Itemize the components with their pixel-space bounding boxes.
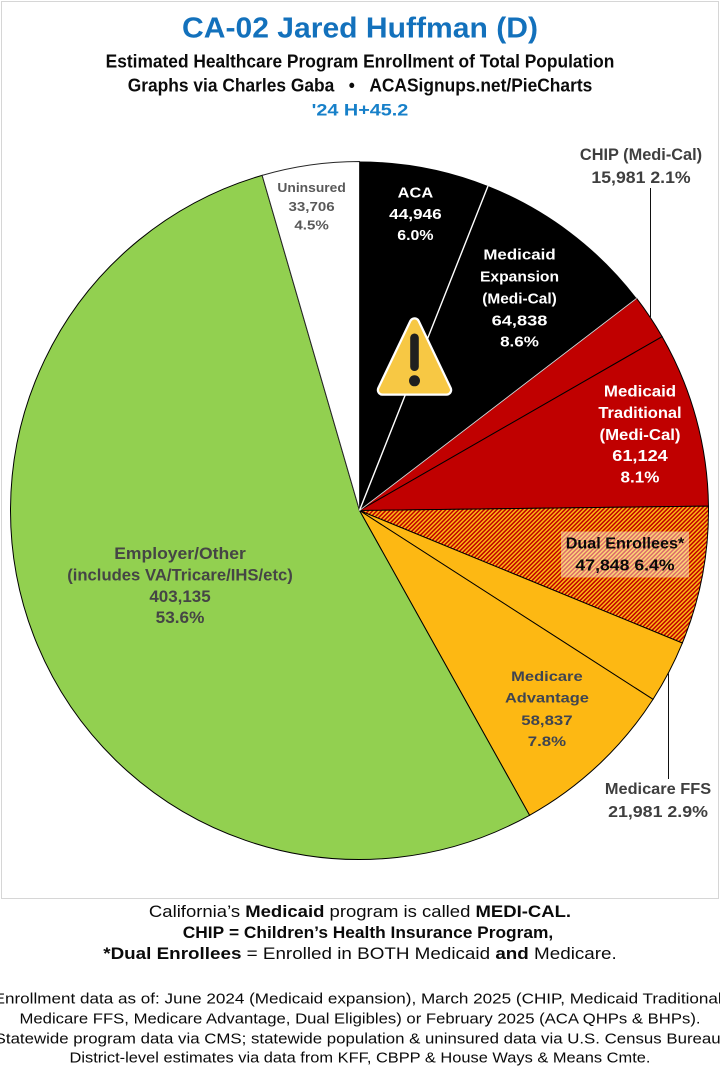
svg-text:33,706: 33,706 — [288, 199, 334, 213]
svg-text:64,838: 64,838 — [492, 312, 548, 329]
svg-text:44,946: 44,946 — [389, 207, 442, 222]
svg-text:Medicaid: Medicaid — [483, 246, 555, 263]
svg-text:(Medi-Cal): (Medi-Cal) — [482, 290, 557, 307]
svg-text:21,981 2.9%: 21,981 2.9% — [608, 803, 708, 821]
svg-text:Employer/Other: Employer/Other — [114, 544, 246, 562]
svg-text:(includes VA/Tricare/IHS/etc): (includes VA/Tricare/IHS/etc) — [67, 566, 293, 585]
svg-text:61,124: 61,124 — [612, 447, 668, 465]
svg-text:58,837: 58,837 — [521, 713, 572, 728]
svg-text:Medicare FFS: Medicare FFS — [605, 780, 711, 798]
svg-text:(Medi-Cal): (Medi-Cal) — [599, 426, 680, 444]
svg-text:8.6%: 8.6% — [500, 333, 539, 350]
svg-text:6.0%: 6.0% — [397, 228, 434, 244]
svg-text:15,981 2.1%: 15,981 2.1% — [591, 167, 690, 186]
svg-text:Traditional: Traditional — [598, 404, 681, 422]
svg-text:Dual Enrollees*: Dual Enrollees* — [566, 535, 685, 553]
svg-text:CHIP (Medi-Cal): CHIP (Medi-Cal) — [580, 145, 702, 164]
svg-text:Expansion: Expansion — [480, 269, 559, 286]
svg-text:4.5%: 4.5% — [294, 218, 328, 232]
svg-text:8.1%: 8.1% — [621, 468, 660, 486]
svg-text:Medicaid: Medicaid — [604, 383, 676, 401]
svg-text:53.6%: 53.6% — [156, 608, 205, 627]
svg-text:47,848 6.4%: 47,848 6.4% — [575, 556, 674, 574]
svg-text:Advantage: Advantage — [505, 691, 589, 707]
svg-text:Uninsured: Uninsured — [277, 181, 345, 195]
svg-text:403,135: 403,135 — [149, 587, 210, 606]
svg-text:ACA: ACA — [398, 186, 434, 202]
svg-text:Medicare: Medicare — [511, 669, 582, 685]
svg-text:7.8%: 7.8% — [528, 734, 567, 749]
